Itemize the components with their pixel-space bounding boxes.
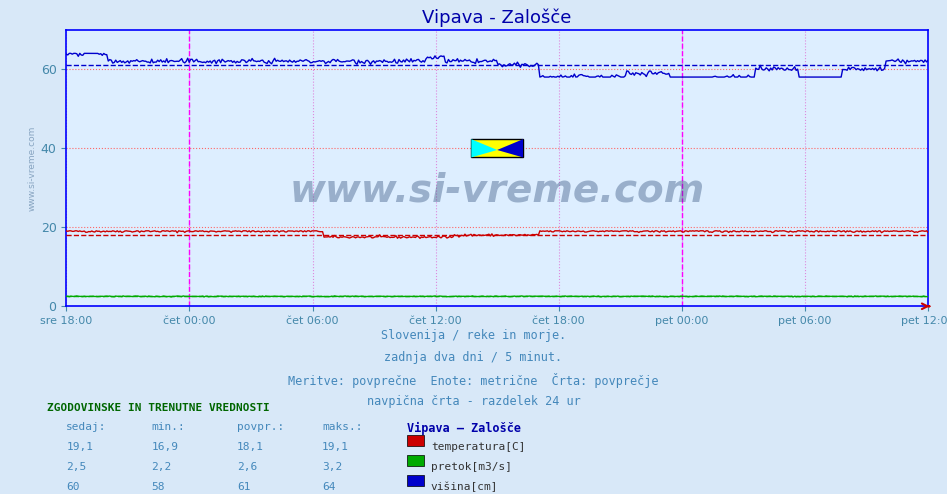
Text: min.:: min.: — [152, 422, 186, 432]
Text: zadnja dva dni / 5 minut.: zadnja dva dni / 5 minut. — [384, 351, 563, 364]
Polygon shape — [497, 139, 523, 158]
Text: www.si-vreme.com: www.si-vreme.com — [290, 171, 705, 209]
Text: maks.:: maks.: — [322, 422, 363, 432]
Text: Vipava – Zalošče: Vipava – Zalošče — [407, 422, 521, 436]
Text: 19,1: 19,1 — [66, 442, 94, 452]
Text: 2,6: 2,6 — [237, 462, 257, 472]
Text: temperatura[C]: temperatura[C] — [431, 442, 526, 452]
Text: pretok[m3/s]: pretok[m3/s] — [431, 462, 512, 472]
Polygon shape — [472, 139, 497, 158]
Text: povpr.:: povpr.: — [237, 422, 284, 432]
Text: 3,2: 3,2 — [322, 462, 342, 472]
FancyBboxPatch shape — [472, 139, 523, 158]
Text: 2,2: 2,2 — [152, 462, 171, 472]
Text: 2,5: 2,5 — [66, 462, 86, 472]
Title: Vipava - Zalošče: Vipava - Zalošče — [422, 8, 572, 27]
Text: navpična črta - razdelek 24 ur: navpična črta - razdelek 24 ur — [366, 395, 581, 408]
Text: 64: 64 — [322, 482, 335, 492]
Text: Slovenija / reke in morje.: Slovenija / reke in morje. — [381, 329, 566, 341]
Text: Meritve: povprečne  Enote: metrične  Črta: povprečje: Meritve: povprečne Enote: metrične Črta:… — [288, 373, 659, 388]
Text: 18,1: 18,1 — [237, 442, 264, 452]
Text: 60: 60 — [66, 482, 80, 492]
Text: višina[cm]: višina[cm] — [431, 482, 498, 492]
Text: 58: 58 — [152, 482, 165, 492]
Text: 61: 61 — [237, 482, 250, 492]
Text: sedaj:: sedaj: — [66, 422, 107, 432]
Text: www.si-vreme.com: www.si-vreme.com — [27, 125, 36, 210]
Text: ZGODOVINSKE IN TRENUTNE VREDNOSTI: ZGODOVINSKE IN TRENUTNE VREDNOSTI — [47, 403, 270, 412]
Text: 19,1: 19,1 — [322, 442, 349, 452]
Text: 16,9: 16,9 — [152, 442, 179, 452]
